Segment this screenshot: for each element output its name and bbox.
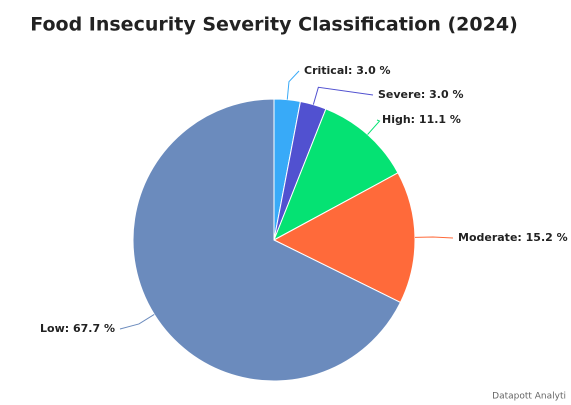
leader-line — [367, 119, 381, 135]
data-label: Severe: 3.0 % — [378, 88, 463, 101]
leader-line — [119, 314, 155, 330]
leader-line — [414, 236, 454, 239]
pie-slice — [132, 98, 402, 382]
leader-line — [312, 86, 374, 105]
data-label: Critical: 3.0 % — [304, 64, 391, 77]
data-label: Low: 67.7 % — [40, 322, 115, 335]
data-label: High: 11.1 % — [382, 113, 461, 126]
watermark: Datapott Analyti — [492, 392, 566, 402]
chart-title: Food Insecurity Severity Classification … — [30, 14, 518, 36]
data-label: Moderate: 15.2 % — [458, 231, 568, 244]
leader-line — [286, 70, 300, 100]
